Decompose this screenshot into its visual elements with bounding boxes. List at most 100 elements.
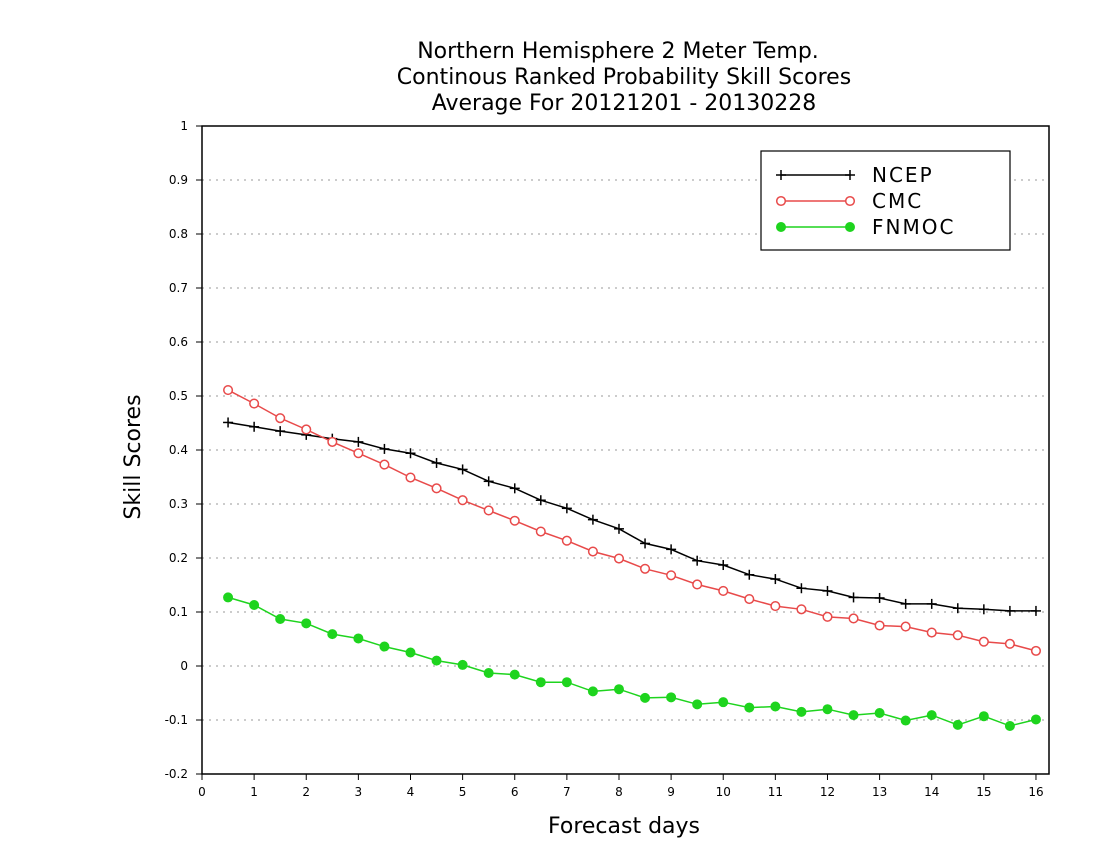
data-point-fnmoc bbox=[223, 592, 234, 603]
data-point-cmc bbox=[353, 448, 364, 459]
data-point-fnmoc bbox=[587, 686, 598, 697]
data-point-cmc bbox=[249, 398, 260, 409]
x-tick-label: 10 bbox=[716, 785, 731, 799]
x-tick-label: 12 bbox=[820, 785, 835, 799]
data-point-cmc bbox=[301, 424, 312, 435]
data-point-ncep bbox=[666, 544, 677, 555]
data-point-fnmoc bbox=[483, 668, 494, 679]
data-point-ncep bbox=[587, 514, 598, 525]
legend-marker bbox=[776, 222, 786, 232]
x-tick-label: 2 bbox=[302, 785, 310, 799]
x-axis-title: Forecast days bbox=[548, 814, 700, 839]
y-tick-label: 0.7 bbox=[169, 281, 188, 295]
data-point-cmc bbox=[874, 620, 885, 631]
legend-label: NCEP bbox=[872, 163, 934, 187]
data-point-fnmoc bbox=[1004, 720, 1015, 731]
data-point-cmc bbox=[822, 611, 833, 622]
data-point-fnmoc bbox=[353, 633, 364, 644]
data-point-ncep bbox=[249, 421, 260, 432]
data-point-cmc bbox=[1004, 638, 1015, 649]
data-point-fnmoc bbox=[692, 699, 703, 710]
data-point-fnmoc bbox=[535, 677, 546, 688]
data-point-cmc bbox=[223, 385, 234, 396]
x-tick-label: 16 bbox=[1028, 785, 1043, 799]
data-point-ncep bbox=[613, 523, 624, 534]
data-point-cmc bbox=[327, 436, 338, 447]
data-point-cmc bbox=[405, 472, 416, 483]
data-point-fnmoc bbox=[718, 697, 729, 708]
data-point-fnmoc bbox=[770, 701, 781, 712]
data-point-cmc bbox=[561, 535, 572, 546]
series-cmc bbox=[223, 385, 1042, 656]
data-point-fnmoc bbox=[874, 707, 885, 718]
chart-title-line-3: Average For 20121201 - 20130228 bbox=[432, 91, 817, 116]
data-point-ncep bbox=[561, 503, 572, 514]
x-tick-label: 13 bbox=[872, 785, 887, 799]
y-tick-label: 0.6 bbox=[169, 335, 188, 349]
legend-marker bbox=[776, 170, 786, 180]
y-tick-label: -0.2 bbox=[165, 767, 188, 781]
data-point-fnmoc bbox=[1030, 714, 1041, 725]
legend-marker bbox=[844, 195, 856, 207]
data-point-ncep bbox=[457, 464, 468, 475]
x-tick-label: 1 bbox=[250, 785, 258, 799]
data-point-cmc bbox=[692, 579, 703, 590]
data-point-cmc bbox=[1030, 645, 1042, 656]
data-point-ncep bbox=[509, 483, 520, 494]
data-point-cmc bbox=[796, 604, 807, 615]
data-point-ncep bbox=[640, 538, 651, 549]
data-point-fnmoc bbox=[457, 659, 468, 670]
x-tick-label: 15 bbox=[976, 785, 991, 799]
plot-frame bbox=[201, 125, 1050, 775]
x-tick-label: 8 bbox=[615, 785, 623, 799]
x-tick-label: 14 bbox=[924, 785, 939, 799]
data-point-fnmoc bbox=[952, 719, 963, 730]
data-point-ncep bbox=[535, 495, 546, 506]
legend-marker bbox=[845, 170, 855, 180]
x-tick-label: 9 bbox=[667, 785, 675, 799]
data-point-fnmoc bbox=[822, 704, 833, 715]
data-point-ncep bbox=[952, 603, 963, 614]
legend-label: FNMOC bbox=[872, 215, 955, 239]
data-point-cmc bbox=[457, 495, 468, 506]
data-point-ncep bbox=[405, 448, 416, 459]
x-tick-label: 0 bbox=[198, 785, 206, 799]
legend-entry-ncep: NCEP bbox=[776, 163, 934, 187]
data-point-fnmoc bbox=[431, 655, 442, 666]
series-line-ncep bbox=[227, 421, 1036, 612]
data-point-fnmoc bbox=[405, 647, 416, 658]
y-tick-label: 0.2 bbox=[169, 551, 188, 565]
x-tick-label: 3 bbox=[355, 785, 363, 799]
data-point-cmc bbox=[275, 413, 286, 424]
data-point-cmc bbox=[770, 601, 781, 612]
data-point-ncep bbox=[431, 457, 442, 468]
y-tick-label: 0.1 bbox=[169, 605, 188, 619]
data-point-ncep bbox=[770, 574, 781, 585]
data-point-ncep bbox=[744, 569, 755, 580]
data-point-ncep bbox=[718, 560, 729, 571]
data-point-fnmoc bbox=[561, 677, 572, 688]
data-point-ncep bbox=[1030, 605, 1041, 616]
data-point-ncep bbox=[379, 443, 390, 454]
data-point-cmc bbox=[952, 630, 963, 641]
legend-entry-cmc: CMC bbox=[775, 189, 921, 213]
data-point-cmc bbox=[379, 459, 390, 470]
data-point-fnmoc bbox=[796, 706, 807, 717]
data-point-fnmoc bbox=[978, 711, 989, 722]
data-series bbox=[223, 385, 1042, 731]
data-point-fnmoc bbox=[926, 710, 937, 721]
data-point-ncep bbox=[926, 598, 937, 609]
gridlines bbox=[202, 179, 1049, 721]
data-point-ncep bbox=[900, 598, 911, 609]
y-tick-label: 1 bbox=[180, 119, 188, 133]
y-tick-label: -0.1 bbox=[165, 713, 188, 727]
legend-marker bbox=[845, 222, 855, 232]
data-point-cmc bbox=[978, 636, 989, 647]
chart-title-line-2: Continous Ranked Probability Skill Score… bbox=[397, 65, 851, 90]
legend-marker bbox=[775, 195, 787, 207]
y-axis-title: Skill Scores bbox=[121, 394, 146, 519]
data-point-cmc bbox=[639, 563, 651, 574]
data-point-ncep bbox=[848, 592, 859, 603]
